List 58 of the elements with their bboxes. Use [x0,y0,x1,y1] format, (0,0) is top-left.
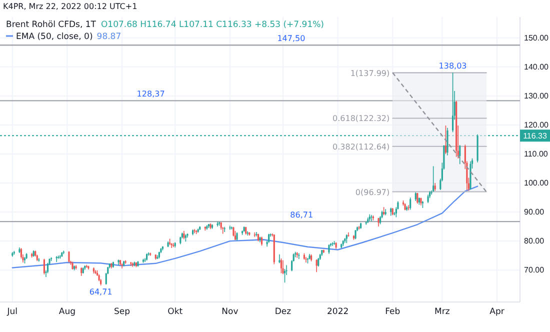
candlestick [232,226,234,237]
y-tick-label: 140.00 [524,62,550,72]
y-tick-label: 150.00 [524,33,550,42]
x-tick-label: Jul [6,307,18,318]
legend-label: EMA (50, close, 0) [16,32,93,42]
candlestick [43,258,46,275]
x-tick-label: Feb [385,307,400,318]
candlestick [229,225,231,230]
x-tick-label: Apr [490,307,505,318]
candlestick [121,263,123,269]
ref-line-label: 128,37 [136,90,165,99]
line-series [12,186,478,268]
x-tick-label: Mrz [434,307,450,318]
series-label: 0(96.97) [355,188,390,197]
x-tick-label: Aug [58,307,76,318]
y-tick-label: 120.00 [524,120,550,130]
candlestick [58,255,60,260]
annotation: 138,03 [438,62,467,71]
candlestick [246,230,248,236]
candlestick [68,250,70,263]
x-tick-label: Sep [114,307,130,318]
candlestick [282,260,284,275]
candlestick [459,144,461,165]
candlestick [370,214,372,222]
candlestick [328,244,330,254]
text: K4PR, Mrz 22, 2022 00:12 UTC+1 [3,2,138,11]
x-tick-label: Okt [168,307,184,318]
candlestick [354,230,356,240]
annotation: O107.68 H116.74 L107.11 C116.33 +8.53 (+7.91%) [100,20,324,30]
series-label: 1(137.99) [350,68,390,78]
x-tick-label: 2022 [327,307,349,318]
annotation: 98.87 [96,32,122,42]
series-label: 0.382(112.64) [332,142,390,152]
ref-line-label: 116.33 [523,132,548,141]
candlestick [298,252,300,260]
ref-line-label: 86,71 [290,210,314,220]
candlestick [144,258,146,262]
candlestick [444,125,447,154]
x-tick-label: Nov [222,307,238,318]
candlestick [284,268,286,283]
y-tick-label: 70.00 [524,266,545,275]
candlestick [278,254,280,264]
y-tick-label: 130.00 [524,92,550,100]
ref-line-label: 147,50 [277,34,306,44]
chart-title: Brent Rohöl CFDs, 1T [6,20,97,30]
y-tick-label: 90.00 [524,208,545,217]
candlestick [256,232,258,237]
candlestick [46,262,49,274]
candlestick [38,258,40,262]
y-tick-label: 100.00 [524,178,550,188]
y-tick-label: 80.00 [524,236,545,246]
series-label: 0.618(122.32) [332,114,390,124]
annotation: 64,71 [89,287,112,296]
x-tick-label: Dez [274,307,292,318]
candlestick [452,72,454,133]
y-tick-label: 110.00 [524,150,548,159]
candlestick [280,258,282,274]
candlestick [410,197,412,210]
